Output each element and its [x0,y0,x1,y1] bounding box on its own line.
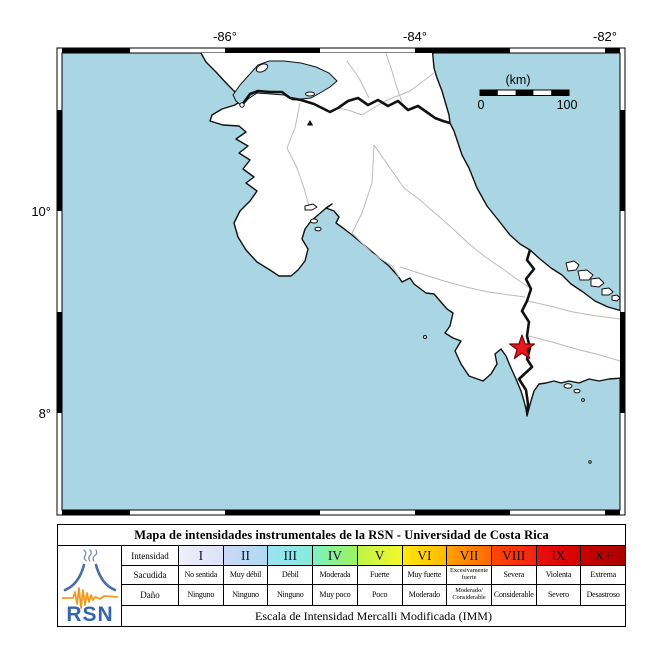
shaking-cell-II: Muy débil [223,566,268,584]
intensity-cell-X+: X+ [581,546,625,565]
damage-cell-I: Ninguno [179,585,223,605]
shaking-cell-X+: Extrema [581,566,625,584]
scale-bar-end: 100 [557,98,578,112]
x-tick-label-84: -84° [403,29,427,44]
province-borders [286,53,620,362]
shaking-cell-VIII: Severa [491,566,536,584]
intensity-cell-III: III [268,546,313,565]
damage-cell-IV: Muy poco [313,585,357,605]
intensity-map: (km) 0 100 [31,29,626,516]
x-tick-label-82: -82° [593,29,617,44]
shaking-cell-VI: Muy fuerte [402,566,447,584]
legend-grid: Mapa de intensidades instrumentales de l… [57,524,626,627]
scale-bar: (km) 0 100 [478,73,578,112]
shaking-cell-IV: Moderada [313,566,357,584]
seismogram-icon [61,587,118,609]
legend-caption: Escala de Intensidad Mercalli Modificada… [122,606,625,626]
damage-cell-IX: Severo [536,585,581,605]
row-label-shaking: Sacudida [122,566,178,584]
border-knob [239,102,245,108]
damage-cell-III: Ninguno [268,585,313,605]
rsn-logo-text: RSN [66,603,113,624]
damage-cell-X+: Desastroso [581,585,625,605]
ometepe-island [255,63,269,73]
volcano-mark [306,120,314,126]
damage-cell-VI: Moderado [402,585,447,605]
shaking-cell-VII: Excesivamente fuerte [447,566,491,584]
epicenter-star-marker [509,334,535,360]
islands [304,203,620,464]
intensity-cell-VI: VI [402,546,447,565]
intensity-cell-V: V [357,546,402,565]
row-label-damage: Daño [122,585,178,605]
nicaragua-border [240,89,451,125]
row-label-intensity: Intensidad [122,546,178,565]
damage-cell-V: Poco [357,585,402,605]
intensity-cell-VIII: VIII [491,546,536,565]
legend-panel: Mapa de intensidades instrumentales de l… [57,524,626,627]
intensity-cell-I: I [179,546,223,565]
map-frame [56,47,626,516]
map-content [200,53,620,464]
intensity-cell-IX: IX [536,546,581,565]
y-tick-label-8: 8° [39,406,51,421]
panama-border [517,249,536,413]
landmass [200,53,620,417]
damage-cell-II: Ninguno [223,585,268,605]
shaking-cell-V: Fuerte [357,566,402,584]
shaking-cell-IX: Violenta [536,566,581,584]
steam-icon [82,549,97,562]
scale-bar-unit: (km) [506,73,531,87]
damage-cell-VII: Moderado/ Considerable [447,585,491,605]
volcano-icon [63,563,116,592]
lake-islet [305,91,315,97]
intensity-cell-IV: IV [313,546,357,565]
intensity-cell-II: II [223,546,268,565]
rsn-logo-graphic: RSN [61,549,118,624]
damage-cell-VIII: Considerable [491,585,536,605]
x-tick-label-86: -86° [213,29,237,44]
intensity-cell-VII: VII [447,546,491,565]
scale-bar-start: 0 [478,98,485,112]
y-tick-label-10: 10° [31,204,51,219]
legend-title: Mapa de intensidades instrumentales de l… [58,525,625,545]
rsn-logo: RSN [58,546,121,626]
shaking-cell-III: Débil [268,566,313,584]
shaking-cell-I: No sentida [179,566,223,584]
